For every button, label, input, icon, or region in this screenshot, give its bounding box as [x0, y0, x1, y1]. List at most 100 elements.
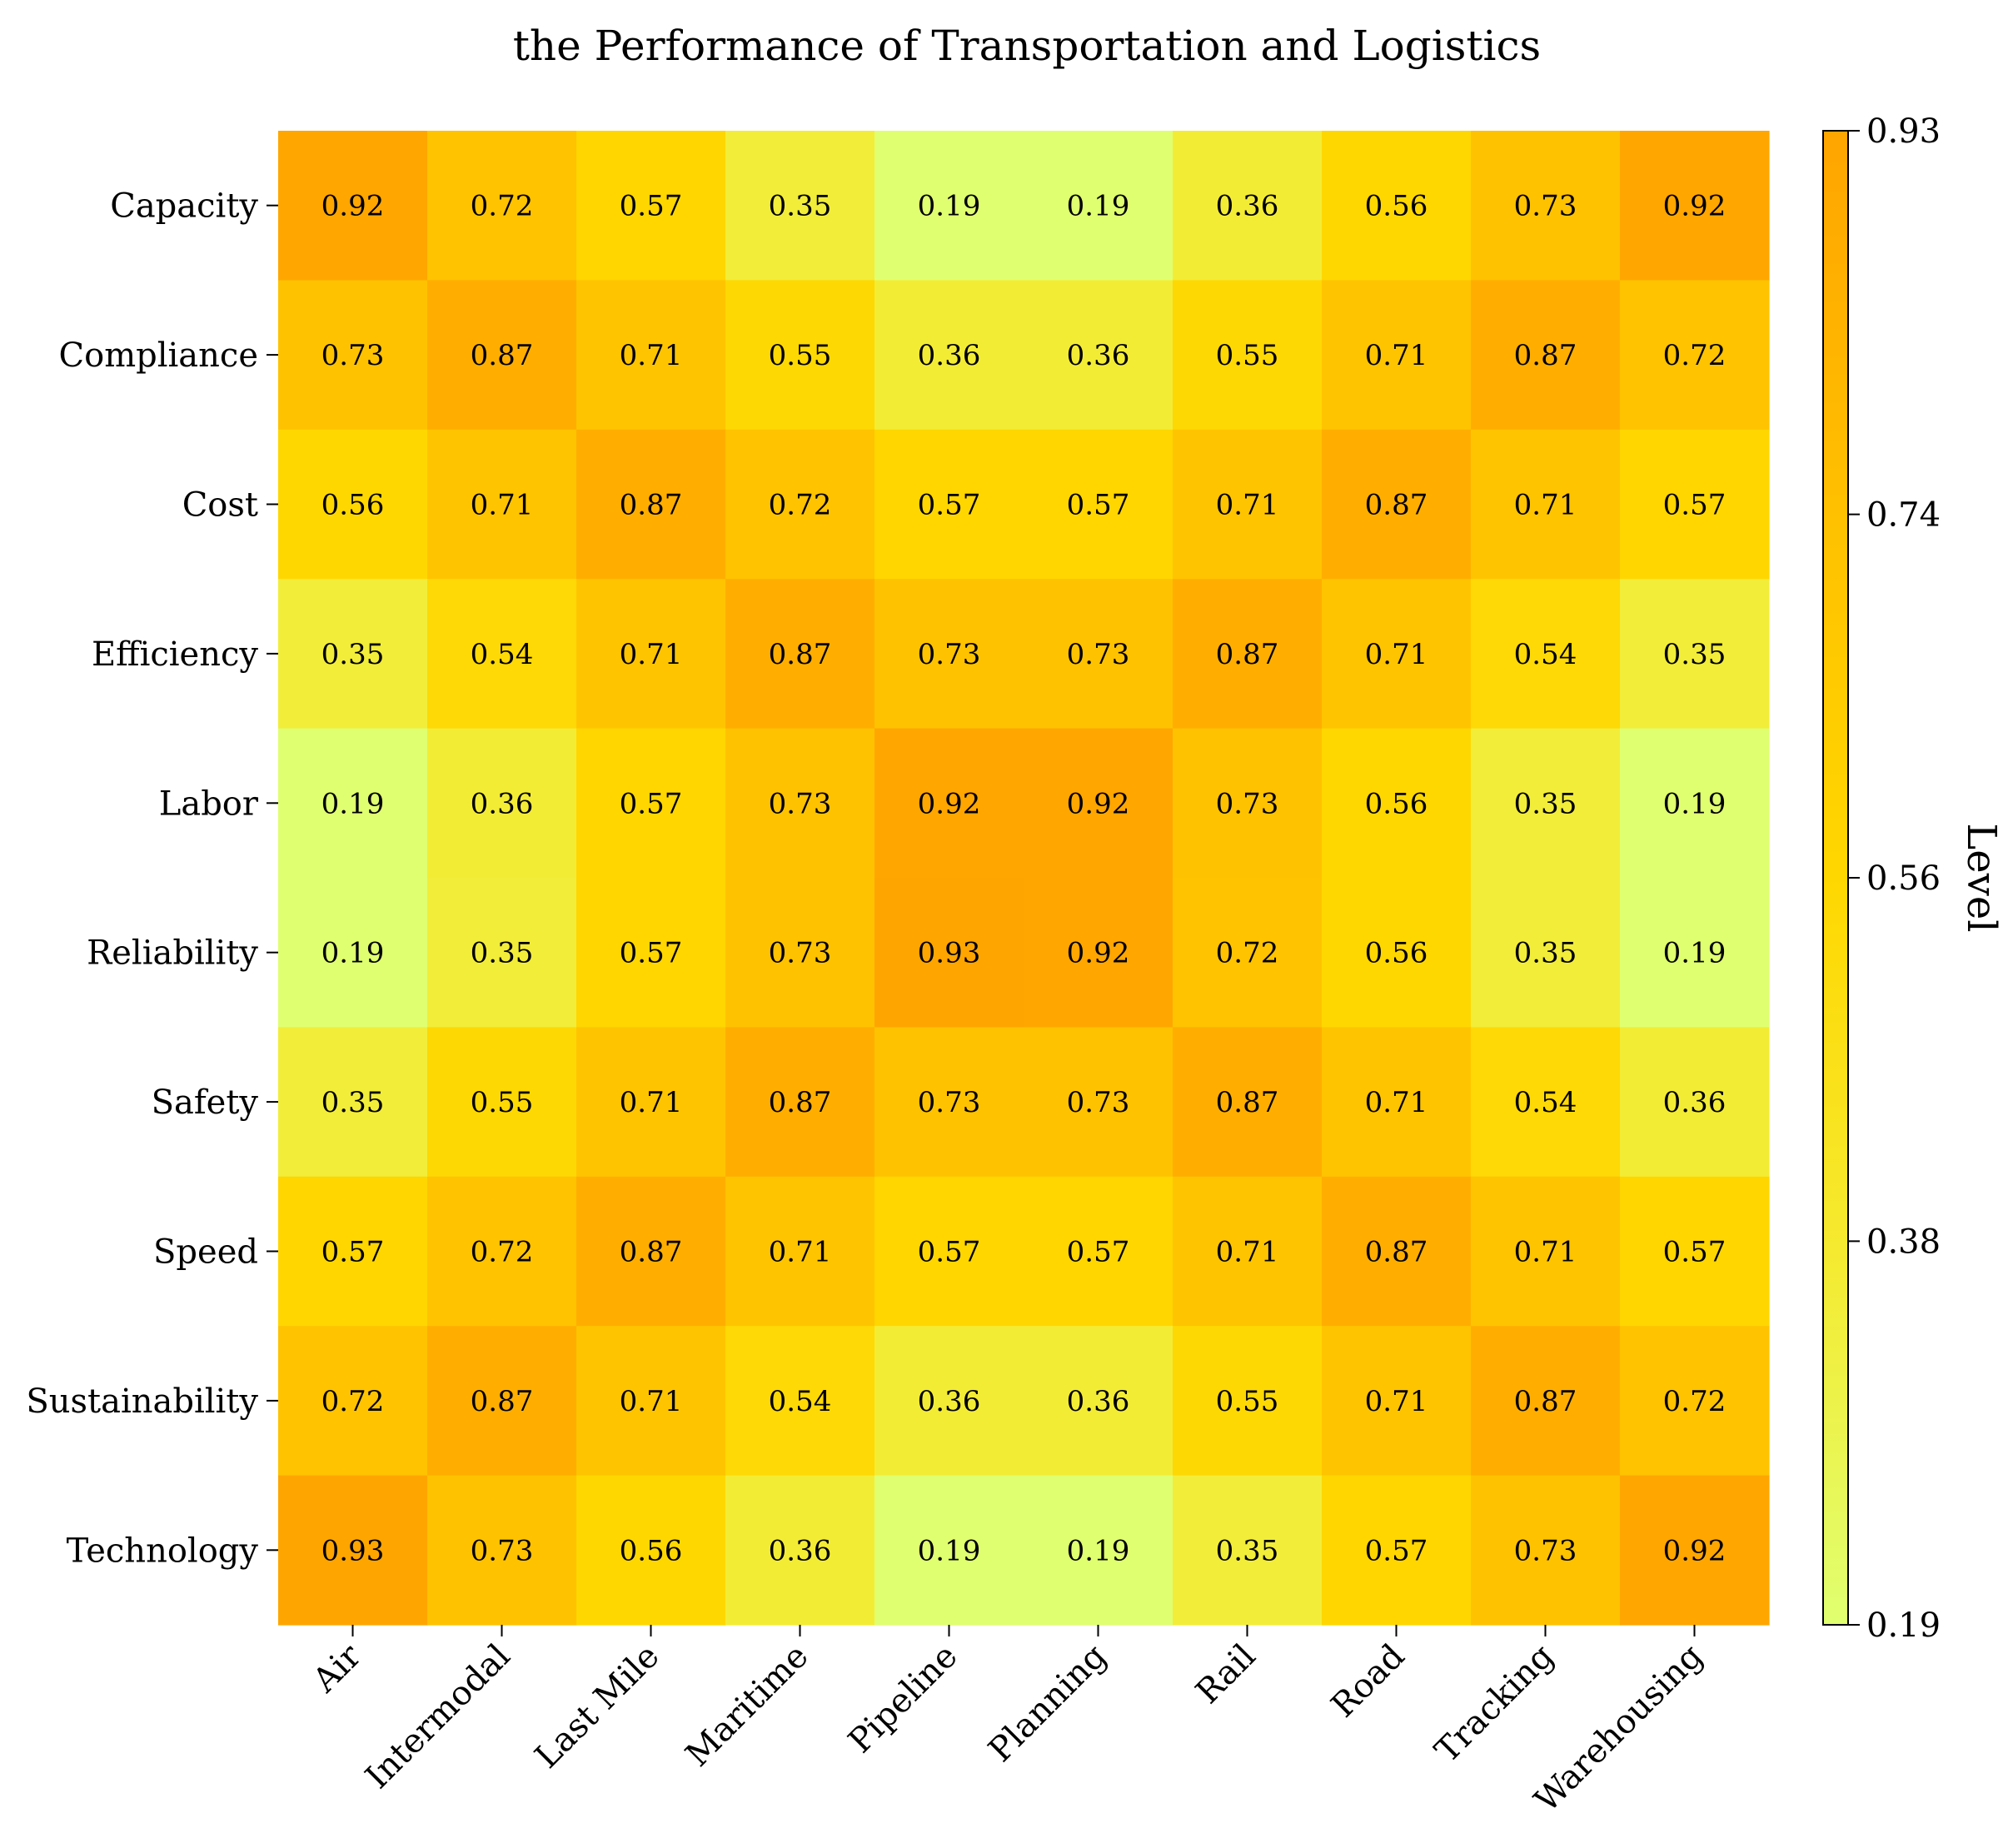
cell-value-label: 0.35 — [1514, 787, 1577, 820]
x-tick-label: Air — [305, 1636, 369, 1701]
heatmap-cell — [725, 1326, 875, 1477]
cell-value-label: 0.73 — [769, 937, 832, 970]
y-tick-label: Labor — [159, 785, 259, 823]
heatmap-cell — [1173, 131, 1323, 281]
heatmap-cell — [1024, 579, 1173, 730]
heatmap-cell — [874, 728, 1024, 879]
cell-value-label: 0.57 — [1663, 1236, 1726, 1269]
cell-value-label: 0.19 — [1663, 787, 1726, 820]
cell-value-label: 0.19 — [918, 190, 981, 223]
cell-value-label: 0.71 — [769, 1236, 832, 1269]
heatmap-cell — [1173, 1475, 1323, 1626]
heatmap-cell — [427, 280, 577, 431]
heatmap-cell — [1173, 878, 1323, 1028]
cell-value-label: 0.71 — [1514, 1236, 1577, 1269]
cell-value-label: 0.57 — [1067, 489, 1130, 522]
cell-value-label: 0.72 — [321, 1385, 385, 1418]
cell-value-label: 0.73 — [918, 638, 981, 671]
heatmap-cell — [1173, 728, 1323, 879]
x-tick-label: Intermodal — [358, 1637, 517, 1796]
cell-value-label: 0.19 — [918, 1534, 981, 1567]
cell-value-label: 0.57 — [1365, 1534, 1428, 1567]
cell-value-label: 0.55 — [471, 1086, 534, 1119]
heatmap-cell — [278, 1326, 428, 1477]
y-axis: Capacity Compliance Cost Efficiency Labor Rel… — [26, 187, 278, 1570]
heatmap-cell — [1620, 1176, 1770, 1327]
cell-value-label: 0.71 — [1365, 1086, 1428, 1119]
cell-value-label: 0.56 — [620, 1534, 683, 1567]
cell-value-label: 0.35 — [769, 190, 832, 223]
heatmap-cell — [1322, 280, 1472, 431]
cell-value-label: 0.87 — [1365, 489, 1428, 522]
heatmap-cell — [427, 1027, 577, 1178]
heatmap-cell — [1024, 1326, 1173, 1477]
cell-value-label: 0.57 — [1663, 489, 1726, 522]
cell-value-label: 0.73 — [1216, 787, 1279, 820]
heatmap-cell — [1620, 1326, 1770, 1477]
y-tick-label: Capacity — [110, 187, 258, 226]
cell-value-label: 0.73 — [471, 1534, 534, 1567]
cell-value-label: 0.57 — [918, 489, 981, 522]
cell-value-label: 0.92 — [1067, 937, 1130, 970]
heatmap-cell — [278, 131, 428, 281]
cell-value-label: 0.71 — [620, 1385, 683, 1418]
heatmap-cell — [1024, 1176, 1173, 1327]
cell-value-label: 0.73 — [1514, 190, 1577, 223]
heatmap-cell — [725, 1475, 875, 1626]
heatmap-cell — [874, 1326, 1024, 1477]
cell-value-label: 0.36 — [769, 1534, 832, 1567]
heatmap-cell — [725, 878, 875, 1028]
heatmap-cell — [427, 728, 577, 879]
cell-value-label: 0.71 — [1365, 339, 1428, 372]
heatmap-cell — [427, 1176, 577, 1327]
heatmap-cell — [1024, 878, 1173, 1028]
heatmap-cell — [1173, 1176, 1323, 1327]
heatmap-cell — [1322, 131, 1472, 281]
cell-value-label: 0.71 — [1216, 489, 1279, 522]
heatmap-cell — [278, 429, 428, 580]
heatmap-cell — [725, 579, 875, 730]
heatmap-cell — [278, 1176, 428, 1327]
cell-value-label: 0.54 — [769, 1385, 832, 1418]
cell-value-label: 0.36 — [1216, 190, 1279, 223]
cell-value-label: 0.72 — [1216, 937, 1279, 970]
heatmap-cell — [576, 429, 726, 580]
cell-value-label: 0.72 — [471, 190, 534, 223]
heatmap-cell — [427, 1475, 577, 1626]
heatmap-cell — [576, 280, 726, 431]
cell-value-label: 0.56 — [1365, 787, 1428, 820]
heatmap-cell — [278, 280, 428, 431]
colorbar-tick-label: 0.74 — [1866, 496, 1941, 535]
heatmap-cell — [1024, 131, 1173, 281]
cell-value-label: 0.35 — [1663, 638, 1726, 671]
heatmap-cell — [1322, 1176, 1472, 1327]
cell-value-label: 0.19 — [321, 787, 385, 820]
heatmap-cell — [1024, 1027, 1173, 1178]
cell-value-label: 0.71 — [620, 339, 683, 372]
cell-value-label: 0.55 — [769, 339, 832, 372]
heatmap-cell — [1173, 1326, 1323, 1477]
heatmap-cell — [1173, 1027, 1323, 1178]
heatmap-cell — [874, 878, 1024, 1028]
colorbar-label: Level — [1958, 823, 2005, 932]
heatmap-cell — [1322, 728, 1472, 879]
heatmap-cell — [1322, 1027, 1472, 1178]
x-tick-label: Road — [1324, 1637, 1413, 1726]
heatmap-cell — [1620, 878, 1770, 1028]
cell-value-label: 0.36 — [471, 787, 534, 820]
heatmap-cell — [427, 131, 577, 281]
cell-value-label: 0.87 — [620, 489, 683, 522]
cell-value-label: 0.87 — [620, 1236, 683, 1269]
cell-value-label: 0.36 — [918, 1385, 981, 1418]
x-tick-label: Tracking — [1428, 1637, 1561, 1771]
cell-value-label: 0.92 — [918, 787, 981, 820]
colorbar-tick-label: 0.56 — [1866, 859, 1941, 898]
heatmap-cell — [1322, 1326, 1472, 1477]
cell-value-label: 0.19 — [321, 937, 385, 970]
cell-value-label: 0.73 — [1514, 1534, 1577, 1567]
colorbar-tick-label: 0.19 — [1866, 1606, 1941, 1645]
heatmap-cells — [278, 131, 1770, 1626]
heatmap-cell — [427, 1326, 577, 1477]
